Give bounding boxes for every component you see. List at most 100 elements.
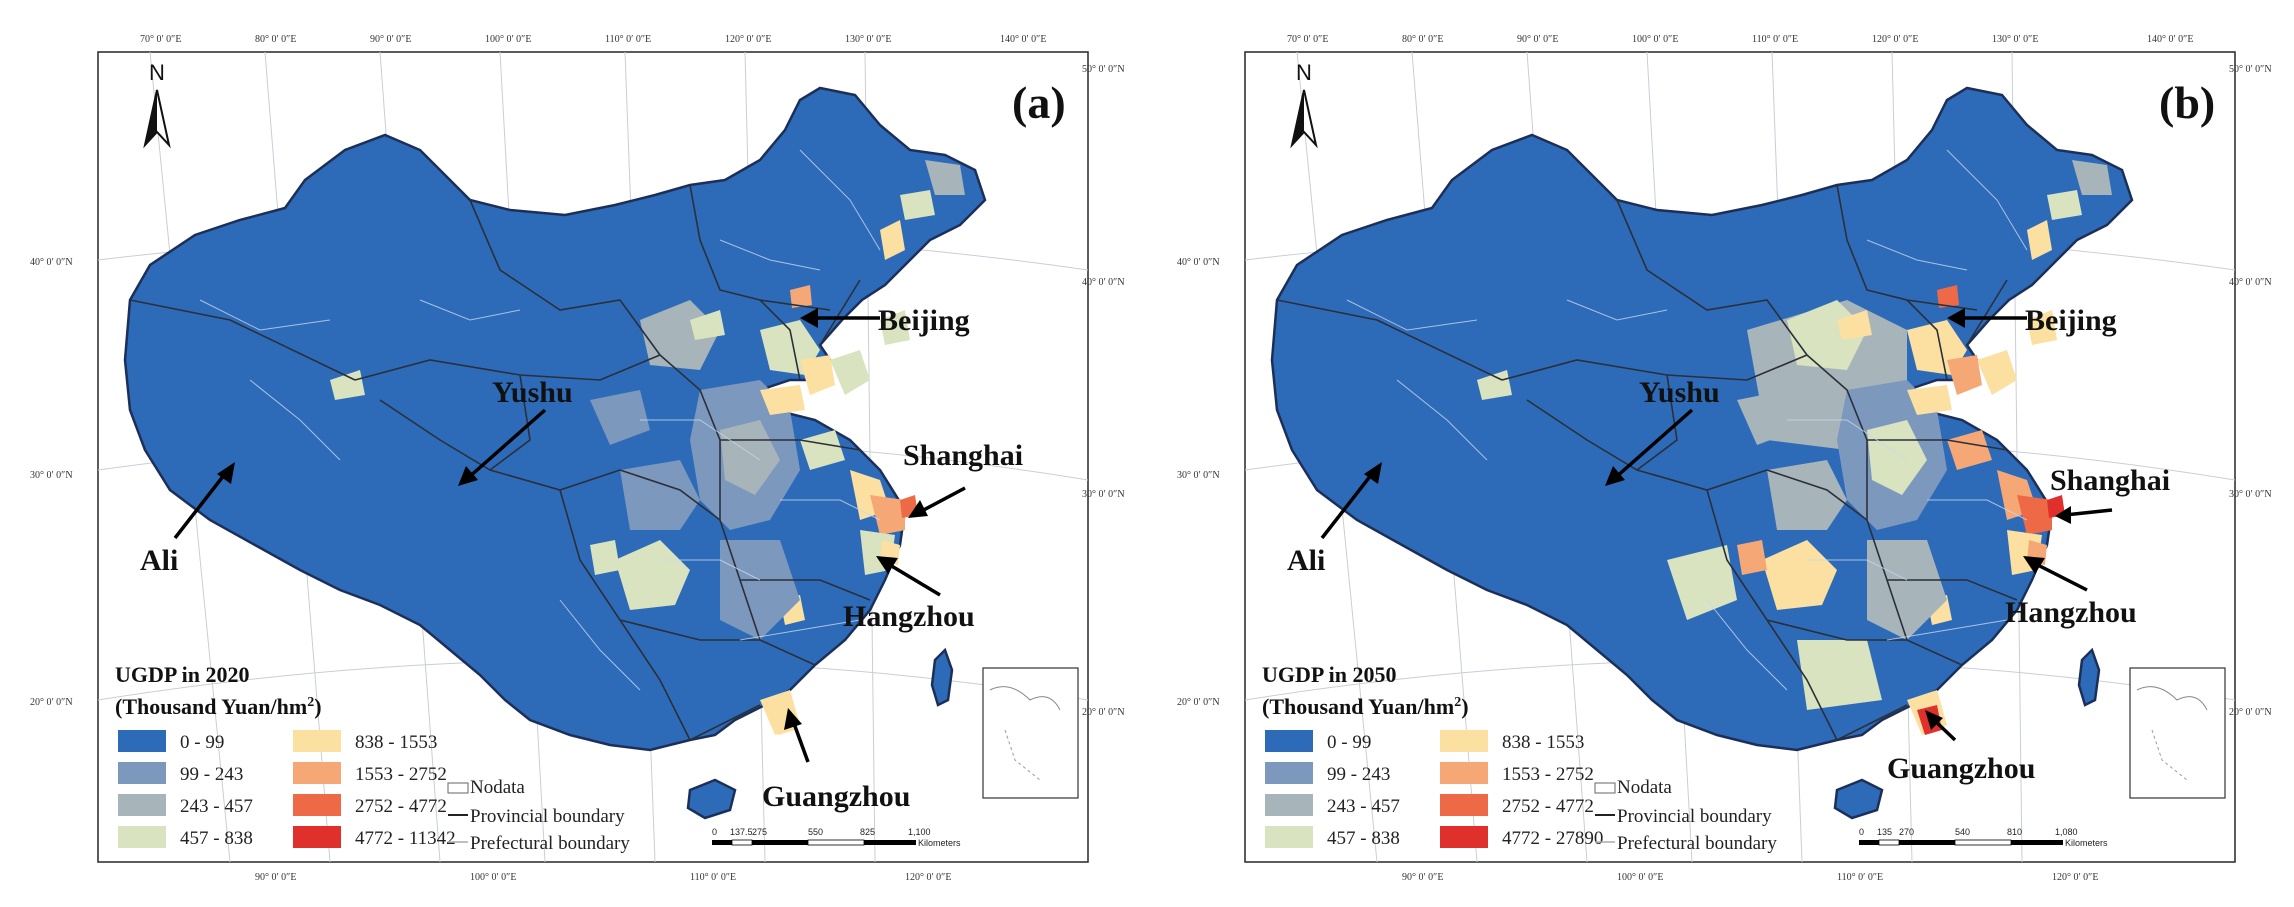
right-lat-labels: 50° 0′ 0″N 40° 0′ 0″N 30° 0′ 0″N 20° 0′ … — [2229, 64, 2272, 718]
lon-label: 130° 0′ 0″E — [1992, 34, 2038, 45]
scale-label: 0 — [712, 827, 717, 837]
lat-label: 40° 0′ 0″N — [30, 257, 73, 268]
legend-range: 1553 - 2752 — [355, 764, 447, 785]
legend-range: 457 - 838 — [180, 828, 253, 849]
legend-range: 99 - 243 — [1327, 764, 1390, 785]
legend: UGDP in 2020 (Thousand Yuan/hm2) 0 - 99 … — [115, 662, 630, 854]
lat-label: 30° 0′ 0″N — [2229, 489, 2272, 500]
legend-swatch — [1440, 826, 1488, 848]
legend-swatch — [293, 762, 341, 784]
prefectural-boundaries — [199, 149, 881, 691]
legend-swatch — [293, 730, 341, 752]
legend-range: 0 - 99 — [1327, 732, 1371, 753]
scale-label: 275 — [752, 827, 767, 837]
legend-range: 838 - 1553 — [1502, 732, 1584, 753]
legend-nodata-swatch — [1594, 782, 1616, 794]
scale-label: 540 — [1955, 827, 1970, 837]
right-lat-labels: 50° 0′ 0″N 40° 0′ 0″N 30° 0′ 0″N 20° 0′ … — [1082, 64, 1125, 718]
lon-label: 110° 0′ 0″E — [605, 34, 651, 45]
scale-label: 135 — [1877, 827, 1892, 837]
inset-dashes — [1004, 729, 1041, 781]
left-lat-labels: 40° 0′ 0″N 30° 0′ 0″N 20° 0′ 0″N — [1177, 257, 1220, 708]
legend-range: 0 - 99 — [180, 732, 224, 753]
legend-title-line2: (Thousand Yuan/hm2) — [1262, 694, 1469, 719]
hainan-island — [686, 778, 737, 820]
scale-label: 550 — [808, 827, 823, 837]
scale-label: 810 — [2007, 827, 2022, 837]
lon-label: 110° 0′ 0″E — [690, 872, 736, 883]
legend-range: 4772 - 27890 — [1502, 828, 1603, 849]
lat-label: 30° 0′ 0″N — [1082, 489, 1125, 500]
city-label-shanghai: Shanghai — [903, 439, 1023, 472]
lon-label: 120° 0′ 0″E — [2052, 872, 2098, 883]
legend-range: 243 - 457 — [180, 796, 253, 817]
legend-prefectural: Prefectural boundary — [1617, 833, 1777, 854]
left-lat-labels: 40° 0′ 0″N 30° 0′ 0″N 20° 0′ 0″N — [30, 257, 73, 708]
lon-label: 100° 0′ 0″E — [1617, 872, 1663, 883]
lon-label: 100° 0′ 0″E — [485, 34, 531, 45]
lat-label: 20° 0′ 0″N — [2229, 707, 2272, 718]
taiwan-island — [2077, 647, 2101, 707]
lon-label: 90° 0′ 0″E — [1402, 872, 1443, 883]
scale-label: 1,100 — [908, 827, 931, 837]
lon-label: 80° 0′ 0″E — [1402, 34, 1443, 45]
lon-label: 90° 0′ 0″E — [255, 872, 296, 883]
lon-label: 100° 0′ 0″E — [1632, 34, 1678, 45]
scale-label: 0 — [1859, 827, 1864, 837]
lat-label: 50° 0′ 0″N — [1082, 64, 1125, 75]
panel-letter: (a) — [1012, 77, 1066, 128]
top-lon-labels: 70° 0′ 0″E 80° 0′ 0″E 90° 0′ 0″E 100° 0′… — [1287, 34, 2193, 45]
legend-nodata: Nodata — [470, 777, 525, 798]
city-label-beijing: Beijing — [2025, 304, 2117, 337]
bottom-lon-labels: 90° 0′ 0″E 100° 0′ 0″E 110° 0′ 0″E 120° … — [255, 872, 951, 883]
map-panel-a: 70° 0′ 0″E 80° 0′ 0″E 90° 0′ 0″E 100° 0′… — [30, 34, 1125, 883]
legend-nodata: Nodata — [1617, 777, 1672, 798]
lat-label: 20° 0′ 0″N — [1177, 697, 1220, 708]
legend-range: 457 - 838 — [1327, 828, 1400, 849]
hainan-island — [1833, 778, 1884, 820]
lat-label: 30° 0′ 0″N — [1177, 470, 1220, 481]
north-label: N — [149, 60, 165, 85]
legend-swatch — [118, 730, 166, 752]
legend-swatch — [1265, 762, 1313, 784]
ugdp-regions — [330, 160, 965, 735]
lon-label: 130° 0′ 0″E — [845, 34, 891, 45]
lon-label: 140° 0′ 0″E — [1000, 34, 1046, 45]
legend-range: 1553 - 2752 — [1502, 764, 1594, 785]
bottom-lon-labels: 90° 0′ 0″E 100° 0′ 0″E 110° 0′ 0″E 120° … — [1402, 872, 2098, 883]
lon-label: 120° 0′ 0″E — [1872, 34, 1918, 45]
city-arrows — [1320, 308, 2113, 742]
lon-label: 120° 0′ 0″E — [905, 872, 951, 883]
city-arrows — [173, 308, 966, 763]
map-b-svg: 70° 0′ 0″E 80° 0′ 0″E 90° 0′ 0″E 100° 0′… — [1177, 34, 2272, 883]
inset-map-frame — [2129, 667, 2226, 799]
legend-swatch — [293, 826, 341, 848]
lat-label: 40° 0′ 0″N — [1177, 257, 1220, 268]
legend-title-line1: UGDP in 2050 — [1262, 662, 1396, 687]
legend: UGDP in 2050 (Thousand Yuan/hm2) 0 - 99 … — [1262, 662, 1777, 854]
legend-provincial: Provincial boundary — [470, 806, 625, 827]
provincial-boundaries — [129, 184, 871, 741]
legend-swatch — [118, 762, 166, 784]
city-label-guangzhou: Guangzhou — [1887, 752, 2035, 785]
lat-label: 20° 0′ 0″N — [30, 697, 73, 708]
lon-label: 140° 0′ 0″E — [2147, 34, 2193, 45]
north-label: N — [1296, 60, 1312, 85]
city-label-ali: Ali — [1287, 544, 1325, 577]
north-arrow: N — [1290, 60, 1318, 149]
legend-title-line1: UGDP in 2020 — [115, 662, 249, 687]
legend-title-line2: (Thousand Yuan/hm2) — [115, 694, 322, 719]
legend-range: 2752 - 4772 — [1502, 796, 1594, 817]
lon-label: 70° 0′ 0″E — [1287, 34, 1328, 45]
lon-label: 90° 0′ 0″E — [1517, 34, 1558, 45]
legend-swatch — [1265, 730, 1313, 752]
lon-label: 90° 0′ 0″E — [370, 34, 411, 45]
legend-swatch — [1265, 826, 1313, 848]
lat-label: 40° 0′ 0″N — [2229, 277, 2272, 288]
north-arrow: N — [143, 60, 171, 149]
city-label-hangzhou: Hangzhou — [2005, 596, 2137, 629]
legend-swatch — [118, 794, 166, 816]
scale-unit: Kilometers — [918, 838, 961, 848]
lon-label: 120° 0′ 0″E — [725, 34, 771, 45]
scale-bar: 0 137.5 275 550 825 1,100 Kilometers — [712, 827, 961, 848]
